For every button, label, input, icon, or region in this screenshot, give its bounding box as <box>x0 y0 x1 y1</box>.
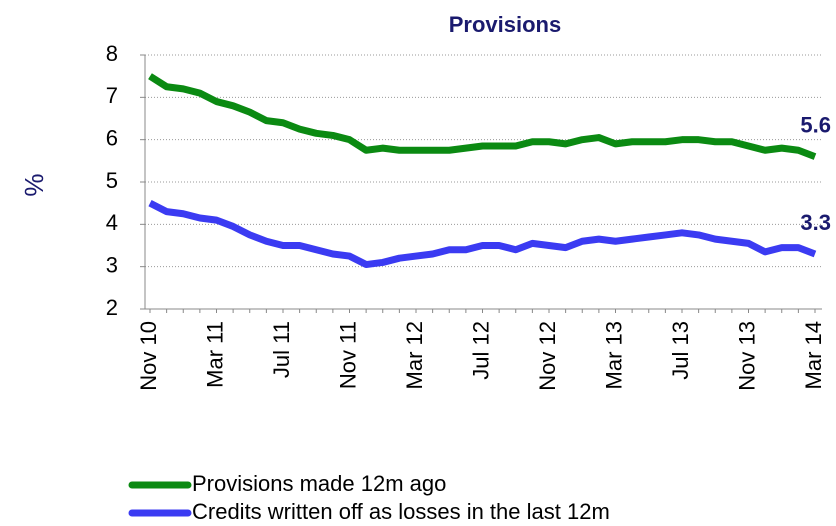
x-tick-label: Mar 12 <box>402 321 427 389</box>
y-tick-label: 8 <box>106 41 118 66</box>
x-tick-label: Jul 11 <box>269 321 294 378</box>
y-tick-label: 5 <box>106 168 118 193</box>
x-tick-label: Mar 13 <box>601 321 626 389</box>
legend-label: Credits written off as losses in the las… <box>192 499 610 524</box>
chart-title: Provisions <box>449 12 561 37</box>
x-tick-label: Nov 10 <box>136 321 161 391</box>
x-tick-label: Nov 13 <box>734 321 759 391</box>
x-tick-label: Jul 12 <box>468 321 493 380</box>
y-tick-label: 3 <box>106 252 118 277</box>
y-tick-label: 7 <box>106 83 118 108</box>
series-line <box>148 73 817 160</box>
y-tick-label: 6 <box>106 125 118 150</box>
y-tick-label: 4 <box>106 210 118 235</box>
x-tick-label: Jul 13 <box>668 321 693 380</box>
series-line <box>148 200 817 269</box>
value-label: 5.6 <box>800 112 831 137</box>
y-axis-label: % <box>19 173 49 196</box>
x-tick-label: Mar 14 <box>801 321 826 389</box>
x-tick-label: Nov 11 <box>335 321 360 389</box>
value-label: 3.3 <box>800 210 831 235</box>
legend-label: Provisions made 12m ago <box>192 471 446 496</box>
x-tick-label: Mar 11 <box>202 321 227 388</box>
x-tick-label: Nov 12 <box>535 321 560 391</box>
y-tick-label: 2 <box>106 295 118 320</box>
